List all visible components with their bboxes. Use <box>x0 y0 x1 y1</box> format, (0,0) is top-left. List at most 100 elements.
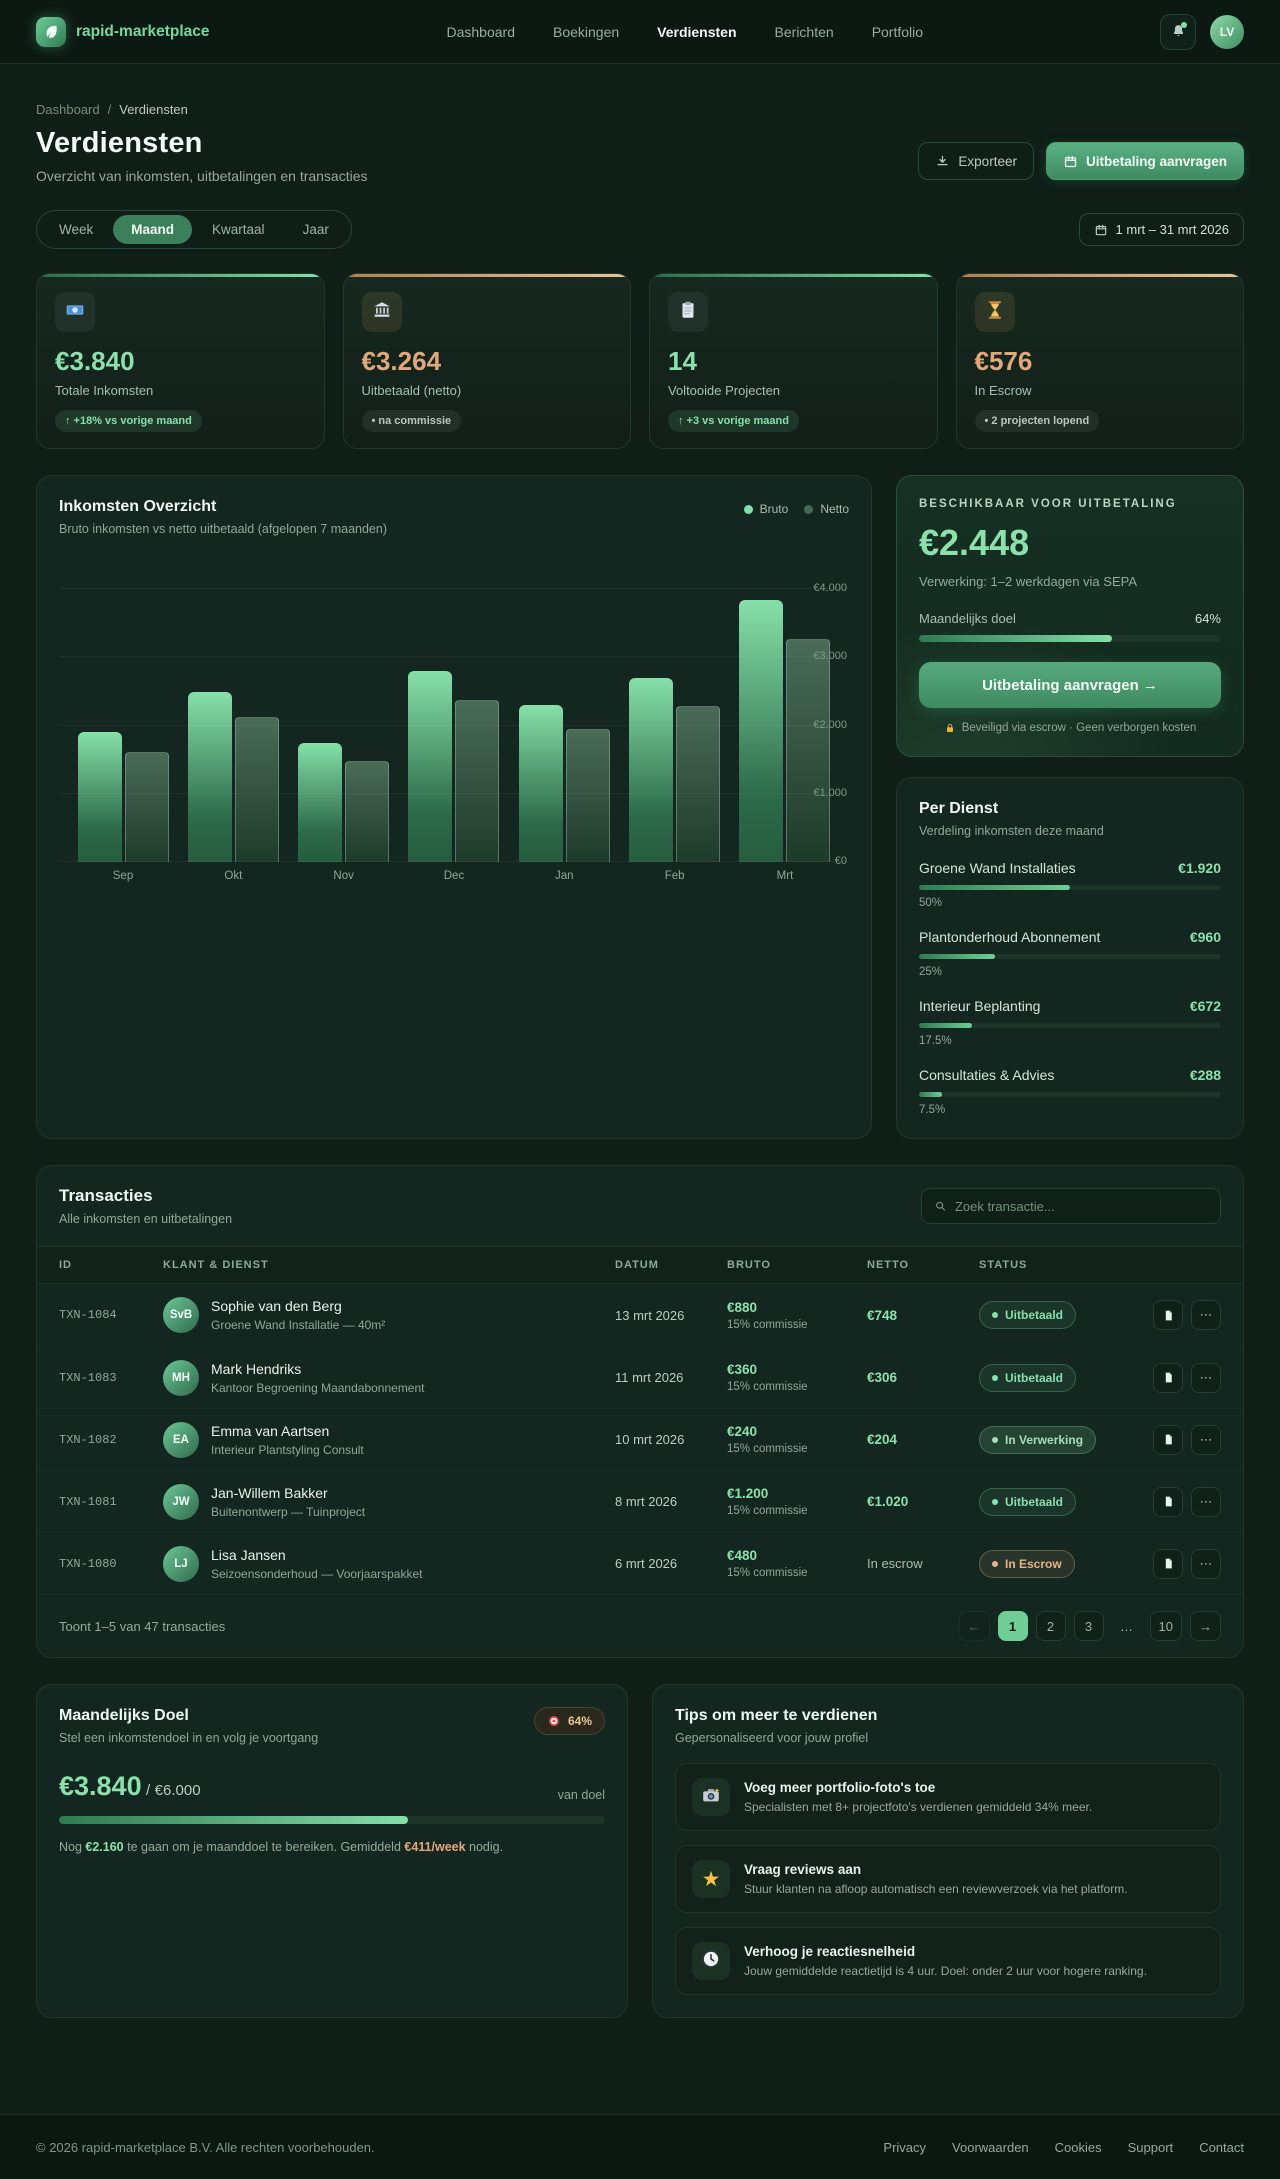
chart-group: Nov <box>294 562 394 886</box>
pagination-button[interactable]: 1 <box>997 1611 1028 1641</box>
chart-legend: Bruto Netto <box>743 498 849 536</box>
period-tabs: Week Maand Kwartaal Jaar <box>36 210 352 249</box>
bar-chart: Sep Okt Nov Dec Jan Feb Mrt €4.000 €3.000 €2.000… <box>59 562 849 886</box>
nav-item[interactable]: Portfolio <box>871 23 924 40</box>
chart-group: Feb <box>625 562 725 886</box>
breadcrumb-separator: / <box>107 102 112 117</box>
footer-link[interactable]: Contact <box>1199 2139 1244 2155</box>
chart-ytick-label: €4.000 <box>813 582 847 595</box>
payout-panel: BESCHIKBAAR VOOR UITBETALING €2.448 Verw… <box>896 475 1244 757</box>
pagination-button[interactable]: 3 <box>1073 1611 1104 1641</box>
service-item: Plantonderhoud Abonnement €960 25% <box>919 929 1221 978</box>
footer-link[interactable]: Cookies <box>1054 2139 1102 2155</box>
table-footer-label: Toont 1–5 van 47 transacties <box>59 1618 226 1634</box>
payout-goal-pct: 64% <box>1194 611 1221 626</box>
pagination-button[interactable]: 10 <box>1149 1611 1182 1641</box>
pagination-button[interactable]: 2 <box>1035 1611 1066 1641</box>
bar-bruto <box>77 732 122 862</box>
transaction-search[interactable] <box>921 1188 1221 1224</box>
more-actions-button[interactable]: ⋯ <box>1191 1424 1221 1455</box>
commission-label: 15% commissie <box>727 1443 808 1455</box>
stat-label: Uitbetaald (netto) <box>361 383 462 398</box>
more-actions-button[interactable]: ⋯ <box>1191 1362 1221 1393</box>
search-input[interactable] <box>954 1198 1208 1214</box>
pagination-button[interactable]: ← <box>958 1611 990 1641</box>
period-tab[interactable]: Kwartaal <box>212 222 265 237</box>
notifications-button[interactable] <box>1160 13 1196 50</box>
more-actions-button[interactable]: ⋯ <box>1191 1300 1221 1330</box>
chart-title: Inkomsten Overzicht <box>59 498 217 515</box>
lock-icon <box>946 723 953 732</box>
transaction-id: TXN-1083 <box>59 1370 117 1385</box>
net-amount: €1.020 <box>867 1494 909 1509</box>
chart-group: Mrt <box>735 562 835 886</box>
service-name: Plantonderhoud Abonnement <box>919 929 1101 945</box>
commission-label: 15% commissie <box>727 1567 808 1579</box>
commission-label: 15% commissie <box>727 1505 808 1517</box>
invoice-button[interactable] <box>1153 1300 1183 1330</box>
period-tab[interactable]: Week <box>59 222 94 237</box>
more-actions-button[interactable]: ⋯ <box>1191 1548 1221 1579</box>
star-icon: ★ <box>701 1867 721 1891</box>
service-description: Seizoensonderhoud — Voorjaarspakket <box>211 1566 423 1581</box>
notification-dot <box>1181 21 1187 28</box>
nav-item[interactable]: Verdiensten <box>657 23 737 40</box>
nav-item[interactable]: Dashboard <box>446 23 515 40</box>
avatar[interactable]: LV <box>1210 14 1244 49</box>
tip-item: ★ Vraag reviews aan Stuur klanten na afl… <box>675 1845 1221 1913</box>
document-icon <box>1165 1310 1172 1320</box>
commission-label: 15% commissie <box>727 1381 808 1393</box>
footer-link[interactable]: Support <box>1127 2139 1174 2155</box>
client-avatar: EA <box>163 1421 199 1458</box>
bar-bruto <box>739 600 784 862</box>
more-actions-button[interactable]: ⋯ <box>1191 1486 1221 1517</box>
invoice-button[interactable] <box>1153 1424 1183 1455</box>
request-payout-button[interactable]: Uitbetaling aanvragen <box>1045 142 1244 180</box>
brand[interactable]: rapid-marketplace <box>36 16 210 47</box>
net-amount: €204 <box>867 1432 898 1447</box>
payout-processing: Verwerking: 1–2 werkdagen via SEPA <box>919 574 1137 589</box>
document-icon <box>1165 1496 1172 1507</box>
hourglass-icon <box>984 299 1006 326</box>
bar-bruto <box>629 678 674 862</box>
pagination-button[interactable]: → <box>1190 1611 1221 1641</box>
service-value: €672 <box>1189 998 1221 1014</box>
status-badge: Uitbetaald <box>979 1363 1077 1392</box>
page-title: Verdiensten <box>36 127 203 159</box>
search-icon <box>936 1201 946 1211</box>
gross-amount: €480 <box>727 1548 758 1563</box>
period-tab[interactable]: Maand <box>113 215 193 244</box>
date-range-chip[interactable]: 1 mrt – 31 mrt 2026 <box>1078 213 1244 246</box>
bar-bruto <box>187 692 232 862</box>
nav-item[interactable]: Boekingen <box>552 23 620 40</box>
footer-link[interactable]: Voorwaarden <box>952 2139 1029 2155</box>
pagination-button[interactable]: … <box>1120 1618 1134 1634</box>
payout-request-button[interactable]: Uitbetaling aanvragen → <box>919 662 1221 708</box>
gross-amount: €880 <box>727 1299 758 1315</box>
breadcrumb: Dashboard / Verdiensten <box>36 102 1244 117</box>
invoice-button[interactable] <box>1153 1486 1183 1517</box>
client-name: Jan-Willem Bakker <box>211 1484 328 1501</box>
legend-dot-bruto <box>743 504 753 514</box>
invoice-button[interactable] <box>1153 1362 1183 1393</box>
breadcrumb-dashboard[interactable]: Dashboard <box>36 102 100 117</box>
period-tab[interactable]: Jaar <box>302 222 329 237</box>
bar-netto <box>234 717 279 862</box>
chart-group: Sep <box>73 562 173 886</box>
export-button[interactable]: Exporteer <box>918 142 1034 180</box>
tip-title: Verhoog je reactiesnelheid <box>744 1944 916 1959</box>
goal-progress <box>59 1816 605 1824</box>
transaction-date: 11 mrt 2026 <box>615 1370 684 1385</box>
transactions-title: Transacties <box>59 1186 153 1205</box>
transaction-date: 8 mrt 2026 <box>615 1494 678 1509</box>
goal-title: Maandelijks Doel <box>59 1707 189 1724</box>
nav-item[interactable]: Berichten <box>774 23 834 40</box>
bar-bruto <box>408 671 453 862</box>
status-badge: Uitbetaald <box>979 1301 1077 1329</box>
footer-link[interactable]: Privacy <box>883 2139 927 2155</box>
invoice-button[interactable] <box>1153 1548 1183 1579</box>
status-badge: Uitbetaald <box>979 1487 1077 1516</box>
payout-footnote: Beveiligd via escrow · Geen verborgen ko… <box>919 722 1221 734</box>
per-service-panel: Per Dienst Verdeling inkomsten deze maan… <box>896 777 1244 1139</box>
stat-label: Voltooide Projecten <box>668 383 781 398</box>
